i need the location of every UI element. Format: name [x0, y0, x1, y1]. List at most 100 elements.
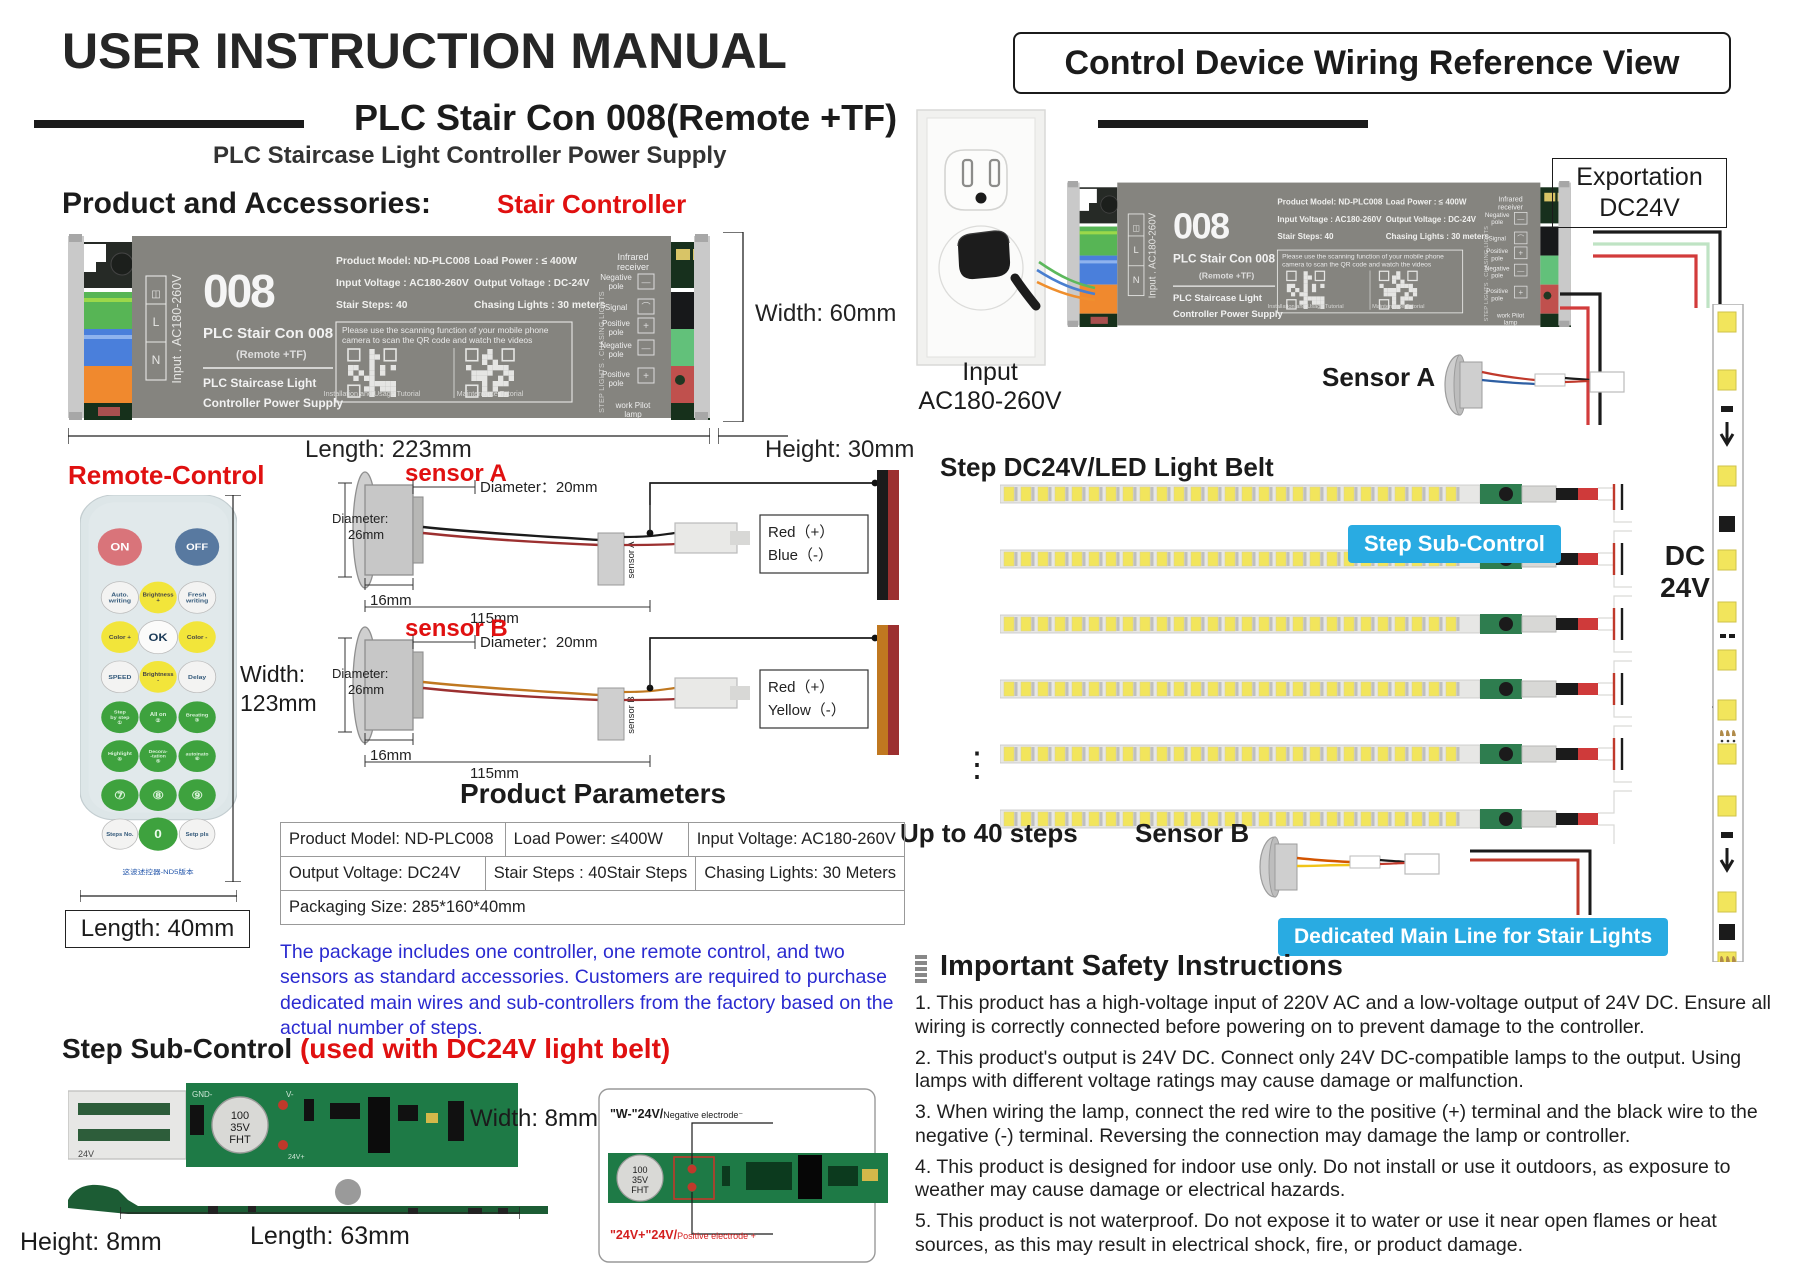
svg-text:pole: pole	[608, 328, 624, 337]
svg-text:Setp pls: Setp pls	[186, 832, 209, 837]
svg-text:PLC Staircase Light: PLC Staircase Light	[1173, 292, 1263, 303]
svg-text:24V+: 24V+	[288, 1154, 305, 1161]
svg-text:+: +	[1518, 249, 1523, 258]
svg-text:24V: 24V	[78, 1149, 94, 1159]
svg-text:OK: OK	[149, 631, 169, 644]
svg-text:camera to scan the QR code and: camera to scan the QR code and watch the…	[342, 335, 532, 345]
svg-text:Chasing Lights : 30 meters: Chasing Lights : 30 meters	[1386, 232, 1490, 241]
svg-text:Blue（-）: Blue（-）	[768, 547, 833, 564]
svg-text:100: 100	[632, 1165, 647, 1175]
svg-text:—: —	[1517, 268, 1525, 275]
svg-text:Input . AC180-260V: Input . AC180-260V	[1148, 212, 1159, 298]
svg-text:◫: ◫	[1132, 223, 1139, 232]
svg-text:receiver: receiver	[1498, 204, 1524, 211]
svg-text:Negative: Negative	[1485, 265, 1510, 272]
svg-text:work Pilot: work Pilot	[1496, 313, 1524, 320]
svg-text:Input Voltage : AC180-260V: Input Voltage : AC180-260V	[1277, 215, 1382, 224]
svg-text:camera to scan the QR code and: camera to scan the QR code and watch the…	[1282, 262, 1432, 269]
svg-text:Diameter:: Diameter:	[332, 511, 388, 526]
svg-text:Installation and Usage Tutoria: Installation and Usage Tutorial	[1268, 304, 1344, 310]
svg-text:writing: writing	[185, 598, 208, 604]
svg-text:⑦: ⑦	[114, 789, 126, 802]
svg-text:N: N	[152, 353, 161, 367]
svg-text:◫: ◫	[151, 289, 160, 300]
svg-text:Steps No.: Steps No.	[106, 832, 134, 837]
svg-text:"W-"24V/Negative electrode⁻: "W-"24V/Negative electrode⁻	[610, 1107, 743, 1121]
svg-text:Installation and Usage Tutoria: Installation and Usage Tutorial	[324, 389, 421, 398]
svg-text:Signal: Signal	[1488, 236, 1505, 243]
svg-text:lamp: lamp	[1504, 320, 1518, 327]
svg-text:Controller Power Supply: Controller Power Supply	[203, 396, 343, 410]
svg-text:pole: pole	[1491, 295, 1503, 302]
svg-text:①: ①	[117, 720, 122, 725]
svg-text:pole: pole	[1491, 255, 1503, 262]
svg-text:pole: pole	[608, 350, 624, 359]
svg-text:Negative: Negative	[600, 341, 632, 350]
svg-text:Output Voltage : DC-24V: Output Voltage : DC-24V	[1386, 215, 1477, 224]
svg-text:-tation: -tation	[150, 754, 166, 759]
svg-text:Signal: Signal	[605, 303, 627, 312]
svg-text:pole: pole	[1491, 273, 1503, 280]
svg-text:Chasing Lights : 30 meters: Chasing Lights : 30 meters	[474, 300, 606, 311]
svg-text:Maintenance Tutorial: Maintenance Tutorial	[457, 389, 524, 398]
svg-text:Auto.: Auto.	[111, 592, 129, 598]
svg-text:sensor B: sensor B	[626, 696, 637, 734]
svg-text:Diameter：20mm: Diameter：20mm	[480, 634, 598, 651]
svg-text:Maintenance Tutorial: Maintenance Tutorial	[1372, 304, 1424, 310]
svg-text:(Remote +TF): (Remote +TF)	[236, 349, 307, 361]
svg-text:Positive: Positive	[1486, 248, 1508, 255]
svg-text:Output Voltage : DC-24V: Output Voltage : DC-24V	[474, 278, 590, 289]
svg-text:⑧: ⑧	[152, 789, 164, 802]
svg-text:—: —	[642, 343, 651, 353]
svg-text:pole: pole	[1491, 219, 1503, 226]
svg-text:Brightness: Brightness	[143, 672, 174, 677]
svg-text:④: ④	[117, 757, 122, 762]
svg-text:receiver: receiver	[617, 262, 649, 272]
svg-text:100: 100	[231, 1110, 249, 1122]
svg-text:—: —	[642, 277, 651, 287]
svg-text:16mm: 16mm	[370, 592, 412, 609]
svg-text:+: +	[156, 598, 159, 603]
svg-text:Load Power : ≤ 400W: Load Power : ≤ 400W	[474, 256, 577, 267]
svg-text:Fresh: Fresh	[188, 592, 207, 598]
svg-text:Color +: Color +	[109, 635, 132, 640]
svg-text:Diameter:: Diameter:	[332, 666, 388, 681]
svg-text:008: 008	[203, 265, 275, 317]
svg-text:N: N	[1133, 274, 1140, 285]
svg-text:Product Model: ND-PLC008: Product Model: ND-PLC008	[336, 256, 470, 267]
svg-text:GND-: GND-	[192, 1090, 213, 1099]
svg-text:Infrared: Infrared	[1498, 196, 1522, 203]
svg-text:Please use the scanning functi: Please use the scanning function of your…	[1282, 254, 1444, 261]
svg-text:work Pilot: work Pilot	[615, 401, 651, 410]
svg-text:Input . AC180-260V: Input . AC180-260V	[170, 274, 184, 384]
svg-text:lamp: lamp	[624, 410, 642, 419]
svg-text:Decora-: Decora-	[149, 749, 168, 754]
svg-text:Delay: Delay	[188, 674, 207, 680]
svg-text:008: 008	[1173, 205, 1229, 246]
svg-text:L: L	[1133, 244, 1138, 255]
svg-text:这波述控器-ND5版本: 这波述控器-ND5版本	[122, 867, 193, 875]
svg-text:Stair Steps: 40: Stair Steps: 40	[1277, 232, 1334, 241]
svg-text:35V: 35V	[632, 1175, 648, 1185]
svg-text:Color -: Color -	[187, 635, 207, 640]
svg-text:⌒: ⌒	[641, 302, 650, 312]
svg-text:Negative: Negative	[600, 273, 632, 282]
svg-text:0: 0	[154, 828, 162, 841]
svg-text:Infrared: Infrared	[617, 252, 648, 262]
svg-text:PLC Stair Con 008: PLC Stair Con 008	[203, 325, 333, 342]
svg-text:FHT: FHT	[631, 1185, 649, 1195]
svg-text:-: -	[157, 678, 159, 683]
svg-text:Positive: Positive	[602, 319, 631, 328]
svg-text:26mm: 26mm	[348, 527, 384, 542]
svg-text:③: ③	[195, 718, 200, 723]
svg-text:Load Power : ≤ 400W: Load Power : ≤ 400W	[1386, 198, 1467, 207]
svg-text:Brightness: Brightness	[143, 593, 174, 598]
svg-text:—: —	[1517, 216, 1525, 223]
svg-text:Red（+）: Red（+）	[768, 524, 834, 541]
svg-text:Positive: Positive	[602, 370, 631, 379]
svg-text:+: +	[643, 371, 649, 382]
svg-text:Please use the scanning functi: Please use the scanning function of your…	[342, 325, 549, 335]
svg-text:16mm: 16mm	[370, 747, 412, 764]
svg-text:OFF: OFF	[186, 543, 208, 553]
svg-text:Negative: Negative	[1485, 212, 1510, 219]
